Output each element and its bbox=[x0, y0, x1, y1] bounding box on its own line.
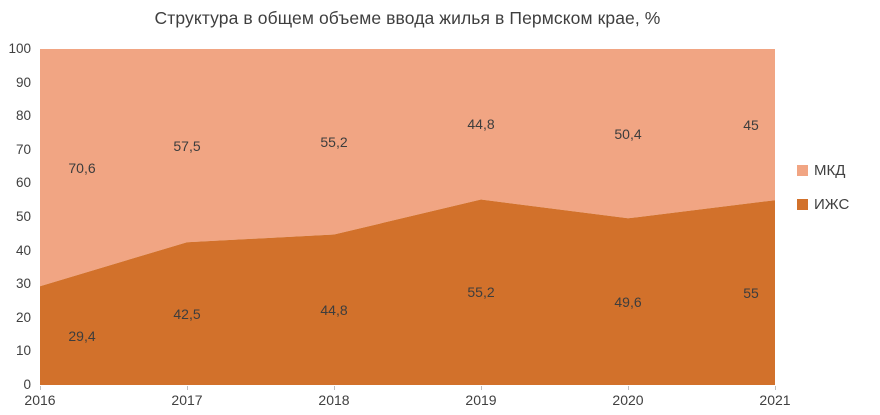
mkd-data-label: 45 bbox=[743, 116, 759, 133]
y-tick-label: 60 bbox=[15, 175, 31, 191]
legend-item-izhs: ИЖС bbox=[797, 196, 849, 213]
y-tick-label: 70 bbox=[15, 141, 31, 157]
mkd-data-label: 50,4 bbox=[614, 125, 642, 142]
legend: МКД ИЖС bbox=[797, 162, 849, 230]
y-tick-label: 40 bbox=[15, 242, 31, 258]
x-tick-label: 2020 bbox=[612, 392, 644, 408]
y-tick-label: 20 bbox=[15, 309, 31, 325]
legend-label-mkd: МКД bbox=[814, 162, 846, 179]
y-tick-label: 10 bbox=[15, 343, 31, 359]
x-tick-label: 2019 bbox=[465, 392, 497, 408]
izhs-swatch-icon bbox=[797, 199, 808, 210]
mkd-data-label: 70,6 bbox=[68, 159, 96, 176]
x-axis-tick bbox=[481, 386, 482, 390]
legend-label-izhs: ИЖС bbox=[814, 196, 850, 213]
x-axis-tick bbox=[334, 386, 335, 390]
izhs-data-label: 55 bbox=[743, 284, 759, 301]
mkd-data-label: 44,8 bbox=[467, 116, 495, 133]
plot-area bbox=[40, 49, 775, 385]
mkd-swatch-icon bbox=[797, 165, 808, 176]
y-tick-label: 80 bbox=[15, 108, 31, 124]
x-axis-tick bbox=[40, 386, 41, 390]
x-axis-tick bbox=[187, 386, 188, 390]
mkd-data-label: 55,2 bbox=[320, 133, 348, 150]
izhs-data-label: 42,5 bbox=[173, 305, 201, 322]
izhs-data-label: 44,8 bbox=[320, 301, 348, 318]
mkd-data-label: 57,5 bbox=[173, 137, 201, 154]
x-axis-tick bbox=[628, 386, 629, 390]
mkd-area bbox=[40, 49, 775, 287]
izhs-data-label: 49,6 bbox=[614, 293, 642, 310]
x-axis-tick bbox=[775, 386, 776, 390]
y-tick-label: 0 bbox=[23, 377, 31, 392]
y-tick-label: 100 bbox=[8, 41, 31, 56]
izhs-data-label: 29,4 bbox=[68, 327, 96, 344]
legend-item-mkd: МКД bbox=[797, 162, 849, 179]
x-tick-label: 2016 bbox=[24, 392, 56, 408]
y-tick-label: 30 bbox=[15, 276, 31, 292]
chart-title: Структура в общем объеме ввода жилья в П… bbox=[154, 8, 661, 28]
x-tick-label: 2018 bbox=[318, 392, 350, 408]
izhs-data-label: 55,2 bbox=[467, 284, 495, 301]
x-tick-label: 2017 bbox=[171, 392, 203, 408]
y-tick-label: 90 bbox=[15, 74, 31, 90]
x-tick-label: 2021 bbox=[759, 392, 791, 408]
izhs-area bbox=[40, 199, 775, 385]
y-tick-label: 50 bbox=[15, 209, 31, 224]
